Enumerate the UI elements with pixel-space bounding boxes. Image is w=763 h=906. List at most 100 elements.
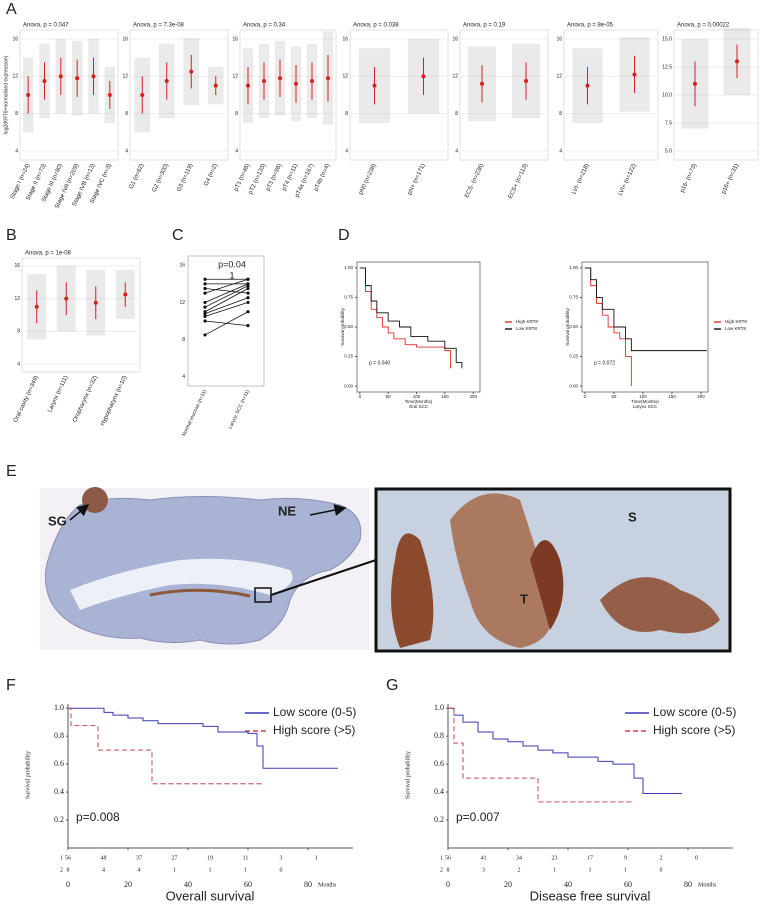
x-tick-label: 50 [611,394,617,399]
p-value: p=0.007 [456,810,500,824]
y-tick-label: 12 [122,74,128,80]
y-tick-label: 8 [125,111,128,117]
y-tick-label: 0.25 [569,354,578,359]
point [246,310,250,314]
mean-point [372,83,377,88]
pair-line [204,288,249,313]
mean-point [91,74,96,79]
y-tick-label: 4 [559,148,562,154]
point [203,319,207,323]
y-tick-label: 8 [182,337,185,343]
y-tick-label: 4 [17,361,20,367]
plot-title: Anova, p = 8e-05 [567,23,614,29]
plot-title: Anova, p = 0.19 [463,23,506,29]
plot-frame [581,261,709,393]
x-tick-label: 0 [66,880,70,889]
tissue-lumen [70,558,293,610]
y-tick-label: 4 [455,148,458,154]
arrow [69,504,90,521]
y-tick-label: 8 [15,111,18,117]
mean-point [693,81,697,86]
pair-line [204,302,249,317]
risk-count: 2 [660,855,663,861]
legend-label: High KRT8 [725,319,747,324]
y-tick-label: 0.50 [569,324,578,329]
point [246,300,250,305]
x-tick-label: 20 [504,880,512,889]
y-tick-label: 4 [235,148,238,154]
risk-count: 11 [243,855,249,861]
x-tick-label: pT1 (n=46) [233,163,251,192]
mean-point [632,72,637,77]
risk-count: 1 [209,867,212,873]
point [203,314,207,318]
x-tick-label: 50 [386,394,392,399]
mean-point [26,93,31,97]
x-tick-label: Larynx (n=111) [47,375,69,413]
legend-label: Low KRT8 [725,326,746,331]
stain [600,577,720,634]
x-tick-label: ECS+ (n=113) [508,163,529,200]
x-tick-label: 100 [639,394,647,399]
legend-label: High score (>5) [653,723,735,737]
stain [450,493,552,648]
point [246,324,250,328]
risk-count: 17 [587,855,593,861]
y-tick-label: 1.0 [54,703,64,712]
mean-point [140,93,145,97]
y-tick-label: 16 [556,36,562,42]
mean-point [278,76,282,81]
risk-count: 1 [315,855,318,861]
x-tick-label: 40 [564,880,572,889]
y-tick-label: 4 [125,148,128,154]
x-tick-label: p16- (n=73) [680,163,699,194]
y-tick-label: 0.00 [569,383,578,388]
point [246,286,250,291]
y-tick-label: 12 [12,74,18,80]
pair-line [204,285,249,308]
mean-point [735,59,739,64]
y-tick-label: 16 [12,36,18,42]
legend-label: High KRT8 [516,319,538,324]
plot-frame [356,261,481,393]
y-axis-label: log2(KRT8+normalised expression) [3,55,9,134]
risk-count: 37 [136,855,142,861]
mean-point [246,83,250,88]
mean-point [42,78,47,83]
x-tick-label: Larynx SCC (n=11) [228,389,252,430]
panel-title: Disease free survival [530,888,651,903]
y-tick-label: 16 [14,263,20,269]
mean-point [75,76,80,81]
p-value: p = 0.040 [369,360,390,366]
x-tick-label: 80 [684,880,692,889]
panel-title: Overall survival [166,888,255,903]
y-tick-label: 12 [452,74,458,80]
x-tick-label: 0 [584,394,587,399]
risk-count: 34 [516,855,522,861]
panel-letter: C [172,227,184,244]
risk-count: 0 [695,855,698,861]
gland [82,487,108,513]
y-tick-label: 16 [122,36,128,42]
arrow [309,504,347,516]
y-tick-label: 0.75 [344,295,353,300]
survival-curve [359,267,463,369]
mean-point [58,74,63,79]
y-tick-label: 0.6 [434,759,444,768]
mean-point [310,78,314,83]
x-tick-label: 0 [446,880,450,889]
y-tick-label: 16 [179,263,185,269]
risk-row-label: 1 [440,855,443,861]
plot-frame [459,29,549,161]
risk-count: 2 [518,867,521,873]
point [246,291,250,295]
x-tick-label: Oropharynx (n=32) [72,375,99,423]
y-tick-label: 0.2 [54,815,64,824]
x-tick-label: 40 [184,880,192,889]
mean-point [93,300,98,305]
plot-title: Anova, p = 0.34 [243,23,286,29]
pair-line [204,278,249,294]
plot-frame [19,29,119,161]
point [246,277,250,281]
